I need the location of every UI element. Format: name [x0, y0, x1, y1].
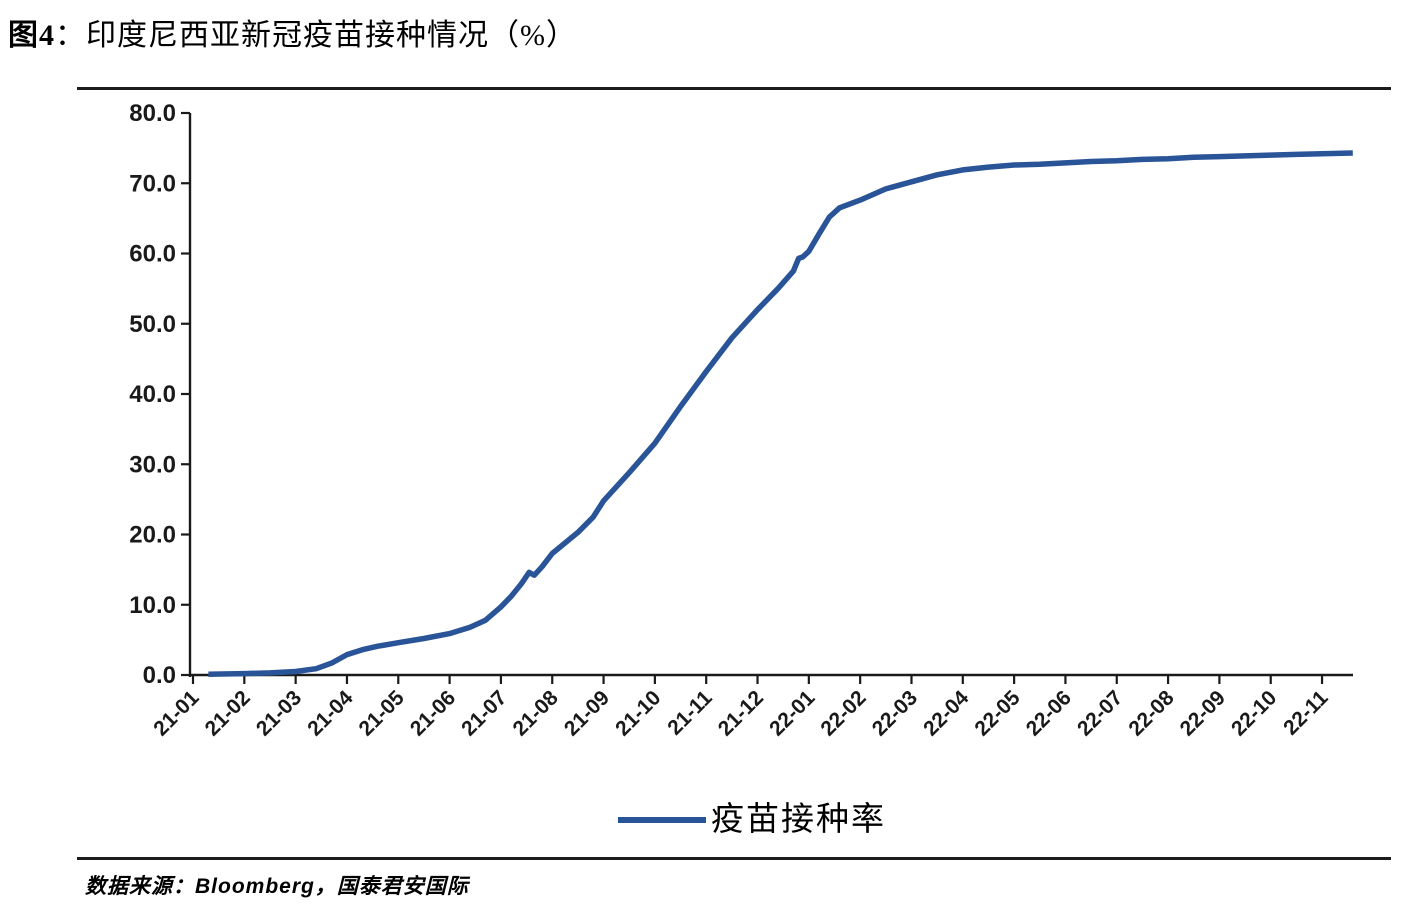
x-tick-label: 21-06: [406, 686, 460, 740]
figure-number: 图4: [8, 19, 55, 52]
bottom-divider: [77, 857, 1391, 860]
x-tick-label: 22-02: [816, 686, 870, 740]
x-tick-label: 21-08: [509, 686, 563, 740]
y-tick-label: 50.0: [129, 311, 176, 338]
x-tick-label: 22-06: [1022, 686, 1076, 740]
x-tick-label: 22-05: [970, 686, 1024, 740]
x-tick-label: 21-07: [457, 686, 511, 740]
line-chart: 0.0 10.0 20.0 30.0 40.0 50.0 60.0 70.0 80.0 21-01…: [129, 100, 1353, 741]
x-tick-label: 21-02: [201, 686, 255, 740]
x-tick-label: 21-09: [560, 686, 614, 740]
y-tick-label: 0.0: [143, 662, 176, 689]
y-tick-label: 60.0: [129, 241, 176, 268]
figure-title-text: 印度尼西亚新冠疫苗接种情况（%）: [86, 19, 577, 52]
x-tick-label: 22-01: [765, 686, 819, 740]
x-tick-label: 21-05: [355, 686, 409, 740]
y-tick-label: 30.0: [129, 451, 176, 478]
x-tick-label: 22-03: [868, 686, 922, 740]
y-tick-label: 80.0: [129, 100, 176, 127]
y-tick-label: 10.0: [129, 592, 176, 619]
x-tick-label: 22-04: [919, 686, 973, 740]
data-source: 数据来源：Bloomberg，国泰君安国际: [85, 875, 469, 898]
x-tick-label: 21-03: [252, 686, 306, 740]
legend-label: 疫苗接种率: [711, 802, 886, 838]
y-tick-label: 70.0: [129, 170, 176, 197]
x-tick-label: 21-10: [611, 686, 665, 740]
x-tick-label: 22-09: [1176, 686, 1230, 740]
title-separator: ：: [55, 19, 86, 52]
vaccination-rate-line: [208, 150, 1353, 678]
x-tick-label: 22-11: [1279, 686, 1333, 740]
x-tick-label: 21-04: [303, 686, 357, 740]
x-tick-label: 21-11: [663, 686, 717, 740]
chart-legend: 疫苗接种率: [618, 800, 886, 840]
y-tick-label: 20.0: [129, 522, 176, 549]
x-tick-label: 21-12: [714, 686, 768, 740]
x-tick-label: 22-08: [1124, 686, 1178, 740]
y-tick-label: 40.0: [129, 381, 176, 408]
x-tick-label: 22-07: [1073, 686, 1127, 740]
top-divider: [77, 87, 1391, 90]
x-tick-label: 22-10: [1227, 686, 1281, 740]
figure-title: 图4：印度尼西亚新冠疫苗接种情况（%）: [8, 10, 577, 54]
x-tick-label: 21-01: [149, 686, 203, 740]
legend-line-swatch: [618, 817, 706, 823]
